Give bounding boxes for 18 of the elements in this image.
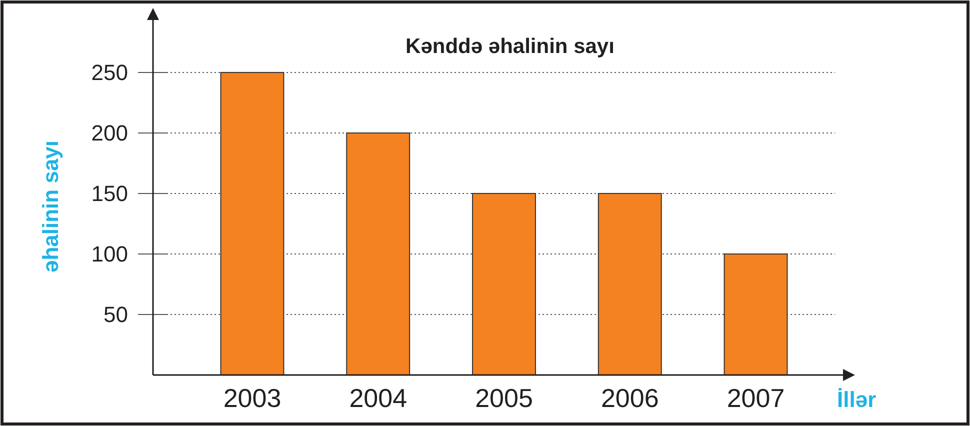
bar xyxy=(472,192,536,376)
y-tick-label: 150 xyxy=(91,181,128,206)
y-tick-label: 250 xyxy=(91,60,128,86)
x-tick-label: 2003 xyxy=(223,383,282,413)
x-tick-label: 2004 xyxy=(349,383,408,413)
x-tick-label: 2005 xyxy=(475,383,533,413)
y-tick-label: 50 xyxy=(104,302,128,328)
bar xyxy=(598,192,662,376)
x-tick-label: 2006 xyxy=(600,383,659,413)
bar xyxy=(724,253,788,376)
y-tick-label: 100 xyxy=(91,242,128,267)
text: Kənddə əhalinin sayı xyxy=(406,35,614,58)
bar xyxy=(346,132,410,376)
bar xyxy=(220,72,284,376)
x-tick-label: 2007 xyxy=(726,383,785,413)
y-axis-title: əhalinin sayı xyxy=(38,140,63,273)
y-tick-label: 200 xyxy=(91,120,128,146)
x-axis-title: İllər xyxy=(837,387,877,412)
